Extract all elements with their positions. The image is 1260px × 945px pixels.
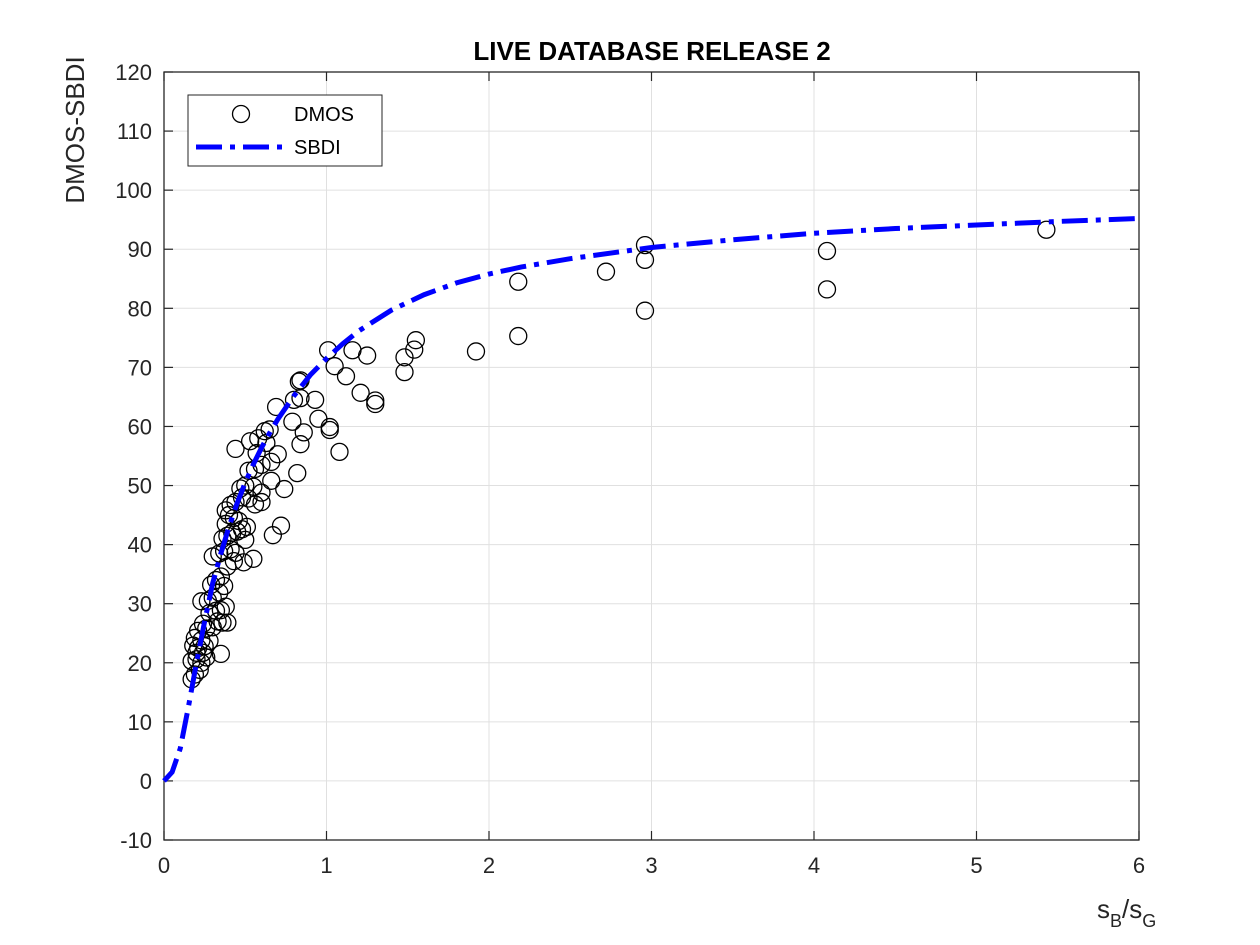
x-label-base1: s — [1097, 894, 1110, 924]
dmos-point — [305, 390, 325, 410]
x-tick-label: 0 — [158, 853, 170, 878]
dmos-point — [509, 326, 528, 346]
legend-dmos-label: DMOS — [294, 104, 354, 126]
x-label-sub2: G — [1142, 911, 1156, 931]
dmos-point — [366, 394, 385, 414]
dmos-point — [244, 549, 263, 568]
dmos-point — [260, 420, 279, 439]
dmos-point — [226, 439, 245, 459]
y-axis-label: DMOS-SBDI — [60, 56, 90, 203]
dmos-point — [291, 435, 310, 454]
dmos-point — [262, 471, 281, 490]
legend-sbdi-label: SBDI — [294, 137, 341, 159]
dmos-point — [351, 383, 370, 402]
dmos-point — [268, 445, 287, 464]
legend-dmos-marker — [231, 104, 251, 124]
sbdi-curve — [162, 216, 1140, 783]
dmos-point — [206, 570, 226, 590]
dmos-point — [325, 357, 344, 376]
dmos-point — [275, 479, 294, 499]
dmos-point — [294, 423, 313, 442]
y-tick-label: 0 — [140, 769, 152, 794]
dmos-point — [466, 342, 486, 361]
dmos-point — [252, 483, 271, 502]
dmos-point — [366, 391, 385, 410]
dmos-point — [330, 442, 349, 462]
dmos-point — [224, 552, 244, 571]
dmos-point — [271, 516, 291, 535]
dmos-point — [262, 452, 281, 472]
x-label-base2: s — [1129, 894, 1142, 924]
legend-box — [187, 94, 383, 167]
dmos-point — [193, 643, 213, 662]
dmos-point — [635, 301, 655, 320]
dmos-point — [405, 340, 424, 359]
dmos-point — [357, 346, 377, 365]
x-tick-label: 6 — [1133, 853, 1145, 878]
chart-title: LIVE DATABASE RELEASE 2 — [473, 36, 830, 66]
dmos-point — [817, 241, 837, 261]
y-tick-label: 80 — [128, 296, 152, 321]
y-tick-label: 50 — [128, 474, 152, 499]
dmos-point — [236, 530, 255, 550]
y-tick-label: 30 — [128, 592, 152, 617]
dmos-point — [252, 492, 271, 512]
y-tick-label: 110 — [117, 119, 152, 144]
y-tick-label: 100 — [115, 178, 152, 203]
dmos-point — [283, 412, 302, 431]
dmos-point — [1037, 220, 1056, 239]
x-tick-label: 1 — [320, 853, 332, 878]
dmos-point — [240, 432, 260, 451]
dmos-point — [395, 362, 414, 382]
dmos-point — [226, 492, 245, 512]
x-tick-label: 3 — [645, 853, 657, 878]
dmos-point — [309, 409, 328, 428]
dmos-point — [596, 262, 616, 281]
dmos-point — [320, 420, 339, 440]
dmos-point — [406, 331, 426, 350]
dmos-point — [210, 544, 229, 563]
dmos-point — [249, 429, 268, 448]
dmos-point — [336, 367, 356, 386]
x-axis-label: sB/sG — [1097, 894, 1156, 931]
y-axis: -10 0 10 20 30 40 50 60 70 80 90 100 110 120 — [115, 60, 1139, 853]
dmos-point — [288, 463, 307, 483]
x-axis: 0 1 2 3 4 5 6 — [158, 72, 1145, 878]
y-tick-label: 40 — [128, 533, 152, 558]
grid-lines — [164, 72, 1139, 840]
y-tick-label: 20 — [128, 651, 152, 676]
dmos-point — [284, 390, 304, 410]
x-label-sep: / — [1122, 894, 1130, 924]
y-tick-label: 10 — [128, 710, 152, 735]
dmos-point — [218, 613, 237, 632]
dmos-point — [211, 644, 231, 664]
legend: DMOS SBDI — [187, 94, 383, 167]
dmos-point — [234, 553, 253, 572]
x-tick-label: 4 — [808, 853, 820, 878]
y-tick-label: 120 — [115, 60, 152, 85]
x-label-sub1: B — [1110, 911, 1122, 931]
y-tick-label: -10 — [120, 828, 152, 853]
dmos-point — [635, 250, 655, 270]
y-tick-label: 60 — [128, 414, 152, 439]
dmos-point — [239, 461, 258, 480]
dmos-point — [192, 592, 211, 611]
dmos-point — [509, 272, 528, 291]
dmos-point — [197, 619, 216, 638]
dmos-point — [817, 280, 837, 299]
y-tick-label: 90 — [128, 237, 152, 262]
dmos-scatter-series — [182, 220, 1056, 689]
dmos-point — [395, 348, 414, 367]
x-tick-label: 2 — [483, 853, 495, 878]
x-tick-label: 5 — [970, 853, 982, 878]
y-tick-label: 70 — [128, 355, 152, 380]
